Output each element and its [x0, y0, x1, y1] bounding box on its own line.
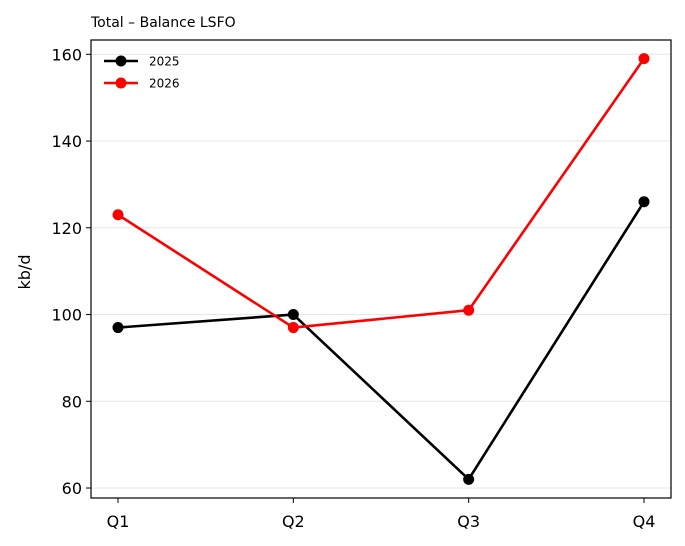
y-tick-label-3: 120 [51, 219, 82, 238]
data-point-2025-Q1 [112, 322, 124, 334]
data-point-2025-Q4 [638, 196, 650, 208]
series-line-2025 [117, 201, 646, 481]
y-tick-label-1: 80 [62, 392, 82, 411]
y-tick-label-4: 140 [51, 132, 82, 151]
x-tick-label-3: Q4 [633, 512, 656, 531]
series-2026 [112, 53, 650, 334]
x-axis-ticks: Q1 Q2 Q3 Q4 [107, 498, 656, 531]
x-tick-label-2: Q3 [457, 512, 480, 531]
x-tick-label-1: Q2 [282, 512, 305, 531]
legend-swatch-marker-2025 [115, 55, 127, 67]
y-tick-label-2: 100 [51, 306, 82, 325]
y-tick-label-0: 60 [62, 479, 82, 498]
y-tick-label-5: 160 [51, 45, 82, 64]
legend: 2025 2026 [104, 55, 180, 91]
legend-item-2026: 2026 [104, 77, 180, 91]
data-point-2025-Q3 [463, 473, 475, 485]
series-2025 [112, 196, 650, 485]
legend-swatch-marker-2026 [115, 77, 127, 89]
y-axis-ticks: 60 80 100 120 140 160 [51, 45, 91, 498]
data-point-2026-Q1 [112, 209, 124, 221]
data-point-2026-Q4 [638, 53, 650, 65]
legend-item-2025: 2025 [104, 55, 180, 69]
data-point-2026-Q2 [287, 322, 299, 334]
data-point-2026-Q3 [463, 304, 475, 316]
legend-label-2025: 2025 [149, 55, 180, 69]
data-point-2025-Q2 [287, 309, 299, 321]
series-group [112, 53, 650, 485]
y-axis-label: kb/d [15, 255, 34, 290]
series-line-2026 [117, 57, 646, 329]
legend-label-2026: 2026 [149, 77, 180, 91]
chart-title: Total – Balance LSFO [90, 15, 236, 31]
grid-lines [91, 53, 671, 489]
plot-frame [90, 39, 672, 499]
x-tick-label-0: Q1 [107, 512, 130, 531]
